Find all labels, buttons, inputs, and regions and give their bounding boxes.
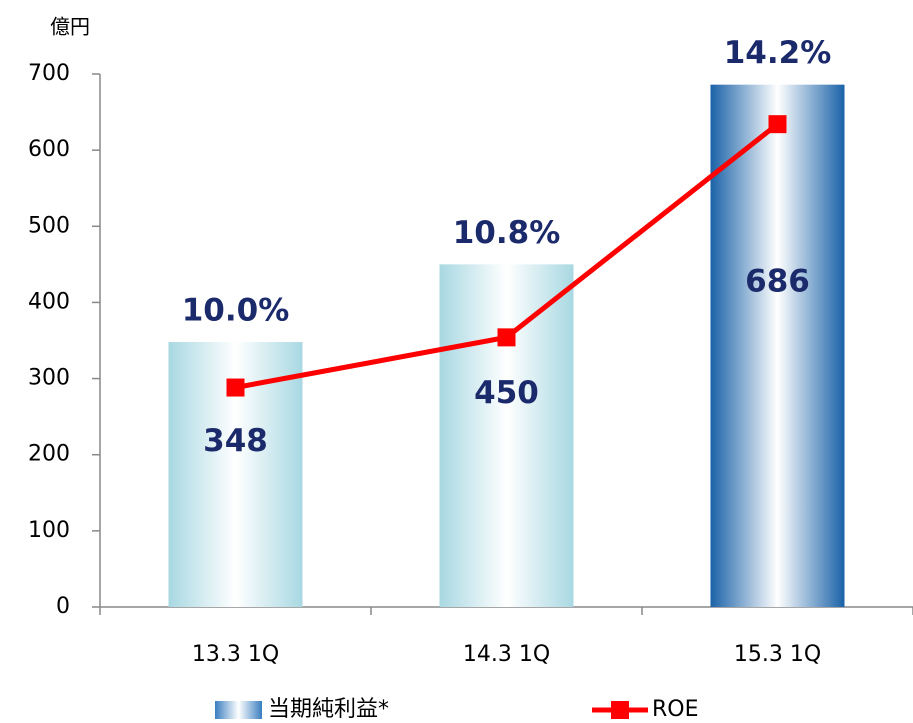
y-tick-label: 500 — [28, 213, 70, 238]
y-unit-label: 億円 — [50, 15, 90, 39]
y-tick-label: 200 — [28, 442, 70, 467]
roe-marker — [497, 328, 516, 347]
roe-value-label: 14.2% — [724, 35, 832, 71]
roe-marker — [768, 115, 787, 134]
y-tick-label: 0 — [56, 594, 70, 619]
y-tick-label: 100 — [28, 518, 70, 543]
x-tick-label: 13.3 1Q — [192, 642, 279, 667]
bar-value-label: 686 — [745, 264, 810, 300]
x-tick-label: 14.3 1Q — [463, 642, 550, 667]
legend-swatch — [215, 701, 262, 719]
legend-label: ROE — [652, 697, 699, 722]
y-tick-label: 600 — [28, 137, 70, 162]
roe-marker — [226, 378, 245, 397]
legend-label: 当期純利益* — [268, 697, 389, 722]
legend-marker — [611, 701, 629, 719]
bar-value-label: 348 — [203, 423, 268, 459]
bar — [710, 84, 845, 607]
bar-value-label: 450 — [474, 375, 539, 411]
x-tick-label: 15.3 1Q — [734, 642, 821, 667]
y-tick-label: 700 — [28, 61, 70, 86]
y-tick-label: 300 — [28, 366, 70, 391]
bar — [439, 264, 574, 607]
roe-value-label: 10.0% — [182, 293, 290, 329]
roe-value-label: 10.8% — [453, 215, 561, 251]
y-tick-label: 400 — [28, 289, 70, 314]
